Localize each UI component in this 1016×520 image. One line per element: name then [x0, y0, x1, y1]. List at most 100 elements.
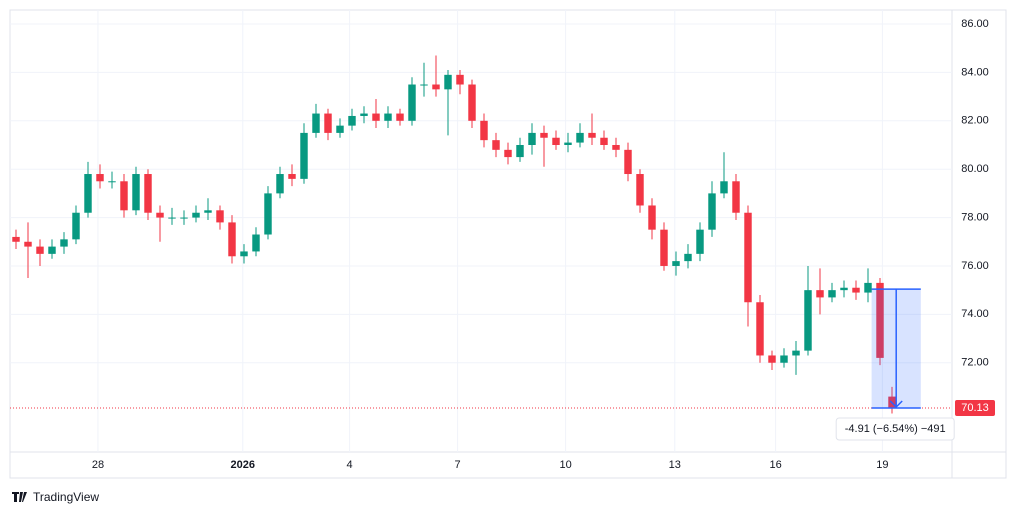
- candle-body: [720, 181, 728, 194]
- candle-body: [108, 181, 116, 183]
- candle-body: [528, 132, 536, 145]
- candle-body: [624, 149, 632, 175]
- y-tick-label: 76.00: [961, 260, 989, 272]
- candle-body: [840, 287, 848, 291]
- x-tick-label: 13: [669, 459, 681, 471]
- candle-body: [744, 212, 752, 303]
- candle-body: [300, 132, 308, 179]
- candle-body: [444, 74, 452, 90]
- y-tick-label: 84.00: [961, 66, 989, 78]
- x-tick-label: 4: [347, 459, 353, 471]
- x-tick-label: 10: [559, 459, 571, 471]
- candle-body: [852, 287, 860, 293]
- candle-body: [96, 174, 104, 182]
- candle-body: [132, 174, 140, 211]
- candle-body: [288, 174, 296, 179]
- y-tick-label: 82.00: [961, 115, 989, 127]
- candle-body: [684, 253, 692, 262]
- candle-body: [72, 212, 80, 240]
- candle-body: [372, 113, 380, 121]
- candle-body: [588, 132, 596, 138]
- candle-body: [540, 132, 548, 138]
- candle-body: [828, 290, 836, 298]
- candle-body: [420, 84, 428, 86]
- x-tick-label: 16: [769, 459, 781, 471]
- y-tick-label: 80.00: [961, 163, 989, 175]
- x-tick-label: 7: [455, 459, 461, 471]
- measure-label-box: [835, 417, 955, 441]
- last-price-box: [955, 399, 995, 416]
- candle-body: [816, 290, 824, 298]
- last-price-label: 70.13: [961, 402, 989, 414]
- candle-body: [360, 113, 368, 116]
- candle-body: [480, 120, 488, 141]
- candle-body: [24, 241, 32, 247]
- candle-body: [504, 149, 512, 158]
- candle-body: [12, 236, 20, 242]
- candle-body: [240, 251, 248, 257]
- y-tick-label: 72.00: [961, 357, 989, 369]
- x-tick-label: 19: [876, 459, 888, 471]
- x-tick-label: 28: [92, 459, 104, 471]
- candle-body: [276, 174, 284, 194]
- candle-body: [876, 282, 884, 358]
- candle-body: [660, 229, 668, 266]
- candle-body: [168, 217, 176, 219]
- candle-body: [48, 246, 56, 254]
- candle-body: [648, 205, 656, 230]
- candle-body: [120, 181, 128, 211]
- candle-body: [408, 84, 416, 121]
- candle-body: [672, 261, 680, 266]
- candle-body: [792, 350, 800, 356]
- candle-body: [192, 212, 200, 218]
- measure-arrowhead: [889, 400, 903, 409]
- candle-body: [336, 125, 344, 133]
- candle-body: [348, 115, 356, 126]
- candle-body: [732, 181, 740, 213]
- brand-name: TradingView: [33, 490, 99, 504]
- y-tick-label: 86.00: [961, 18, 989, 30]
- candle-body: [492, 140, 500, 150]
- candle-body: [228, 222, 236, 257]
- candle-body: [468, 84, 476, 121]
- candle-body: [60, 239, 68, 247]
- candle-body: [216, 210, 224, 223]
- candle-body: [564, 142, 572, 145]
- x-tick-label: 2026: [231, 459, 255, 471]
- chart-frame: [9, 9, 1007, 479]
- candle-body: [84, 174, 92, 213]
- candle-body: [156, 212, 164, 218]
- candle-body: [600, 137, 608, 145]
- candle-body: [312, 113, 320, 133]
- candle-body: [804, 290, 812, 351]
- candle-body: [204, 210, 212, 213]
- candle-body: [636, 174, 644, 206]
- candle-body: [708, 193, 716, 230]
- brand[interactable]: TradingView: [12, 490, 99, 504]
- candle-body: [552, 137, 560, 145]
- candle-body: [396, 113, 404, 121]
- measure-label: -4.91 (−6.54%) −491: [845, 423, 946, 435]
- candle-body: [144, 174, 152, 213]
- candle-body: [768, 355, 776, 363]
- candle-body: [252, 234, 260, 252]
- candle-body: [516, 144, 524, 158]
- candle-body: [696, 229, 704, 254]
- candle-body: [780, 355, 788, 363]
- y-tick-label: 78.00: [961, 211, 989, 223]
- candle-body: [324, 113, 332, 133]
- candle-body: [612, 144, 620, 150]
- plot: [12, 55, 896, 414]
- candle-body: [180, 217, 188, 219]
- candle-body: [456, 74, 464, 85]
- brand-logo: [12, 492, 27, 502]
- candle-body: [864, 282, 872, 293]
- candle-body: [36, 246, 44, 254]
- y-tick-label: 74.00: [961, 308, 989, 320]
- candle-body: [264, 193, 272, 235]
- candle-body: [384, 113, 392, 121]
- candle-body: [756, 302, 764, 356]
- candle-body: [576, 132, 584, 143]
- candle-body: [432, 84, 440, 90]
